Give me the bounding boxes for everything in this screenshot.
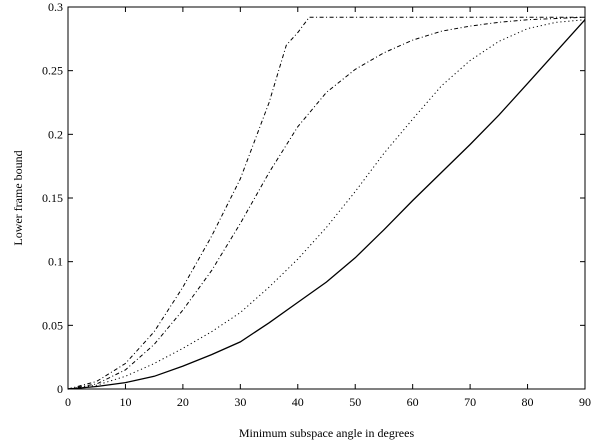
x-tick-label: 90 [579,395,591,409]
y-tick-label: 0.2 [48,127,63,141]
y-tick-label: 0.15 [42,191,63,205]
y-tick-label: 0.3 [48,0,63,14]
series-line-1 [67,19,586,390]
y-axis-ticks: 0 0.05 0.1 0.15 0.2 0.25 0.3 [42,0,585,396]
x-tick-label: 0 [65,395,71,409]
x-tick-label: 60 [407,395,419,409]
series-line-2 [67,19,586,390]
x-axis-ticks: 0 10 20 30 40 50 60 70 80 90 [65,7,591,409]
x-tick-label: 70 [464,395,476,409]
x-tick-label: 80 [522,395,534,409]
x-tick-label: 20 [177,395,189,409]
y-tick-label: 0.25 [42,64,63,78]
x-tick-label: 30 [234,395,246,409]
x-tick-label: 40 [292,395,304,409]
y-tick-label: 0 [57,382,63,396]
series-line-3 [67,16,586,390]
y-tick-label: 0.05 [42,318,63,332]
y-tick-label: 0.1 [48,255,63,269]
plot-area [67,6,586,390]
x-tick-label: 50 [349,395,361,409]
series-line-4 [67,16,585,390]
series-layer [67,16,586,390]
x-tick-label: 10 [119,395,131,409]
y-axis-label: Lower frame bound [11,150,25,245]
x-axis-label: Minimum subspace angle in degrees [239,426,415,440]
